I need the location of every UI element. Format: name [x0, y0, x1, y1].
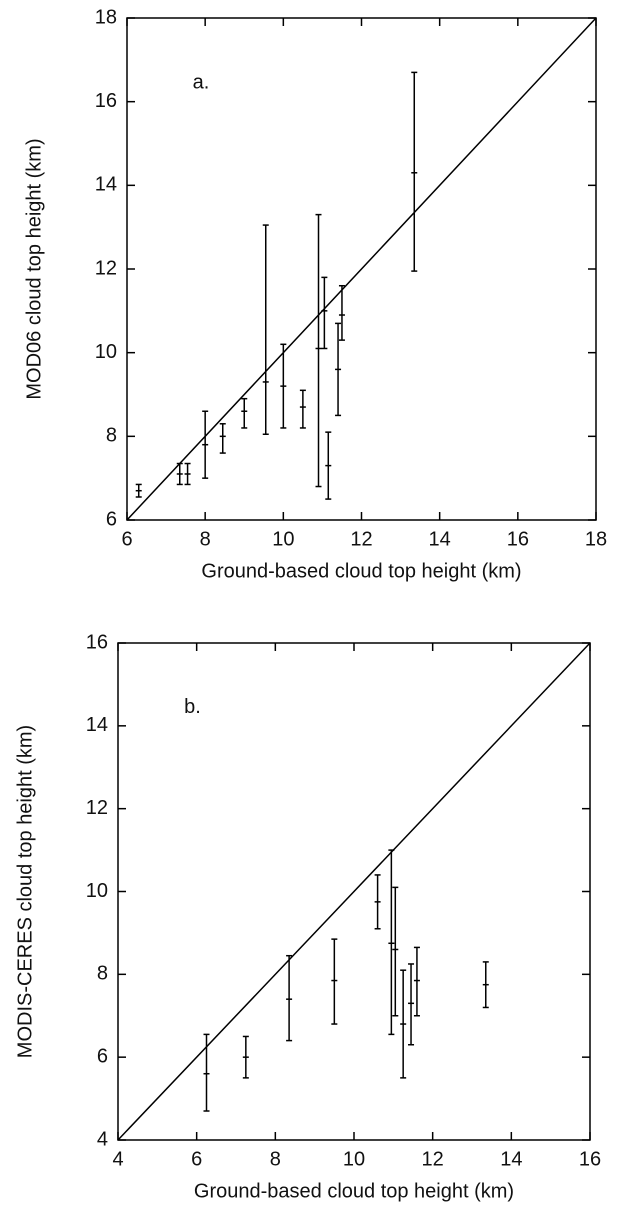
x-tick-label: 12: [350, 528, 372, 550]
y-tick-label: 14: [86, 714, 108, 736]
y-axis-label: MODIS-CERES cloud top height (km): [14, 725, 36, 1058]
x-tick-label: 14: [500, 1148, 522, 1170]
y-tick-label: 16: [95, 90, 117, 112]
x-tick-label: 16: [579, 1148, 601, 1170]
y-tick-label: 14: [95, 174, 117, 196]
identity-line: [117, 642, 591, 1141]
y-tick-label: 6: [106, 508, 117, 530]
x-axis-label: Ground-based cloud top height (km): [194, 1180, 514, 1202]
x-tick-label: 10: [272, 528, 294, 550]
panel-label: a.: [193, 72, 210, 94]
x-tick-label: 8: [200, 528, 211, 550]
x-axis-label: Ground-based cloud top height (km): [201, 560, 521, 582]
y-tick-label: 10: [95, 341, 117, 363]
y-tick-label: 4: [97, 1128, 108, 1150]
y-tick-label: 16: [86, 631, 108, 653]
x-tick-label: 16: [507, 528, 529, 550]
panel-label: b.: [184, 696, 201, 718]
x-tick-label: 6: [191, 1148, 202, 1170]
y-tick-label: 18: [95, 6, 117, 28]
y-tick-label: 12: [86, 797, 108, 819]
x-tick-label: 4: [112, 1148, 123, 1170]
x-tick-label: 6: [121, 528, 132, 550]
y-tick-label: 6: [97, 1045, 108, 1067]
x-tick-label: 8: [270, 1148, 281, 1170]
x-tick-label: 14: [429, 528, 451, 550]
y-tick-label: 12: [95, 257, 117, 279]
y-axis-label: MOD06 cloud top height (km): [23, 138, 45, 399]
y-tick-label: 8: [106, 425, 117, 447]
y-tick-label: 10: [86, 880, 108, 902]
x-tick-label: 18: [585, 528, 607, 550]
y-tick-label: 8: [97, 963, 108, 985]
x-tick-label: 12: [422, 1148, 444, 1170]
x-tick-label: 10: [343, 1148, 365, 1170]
